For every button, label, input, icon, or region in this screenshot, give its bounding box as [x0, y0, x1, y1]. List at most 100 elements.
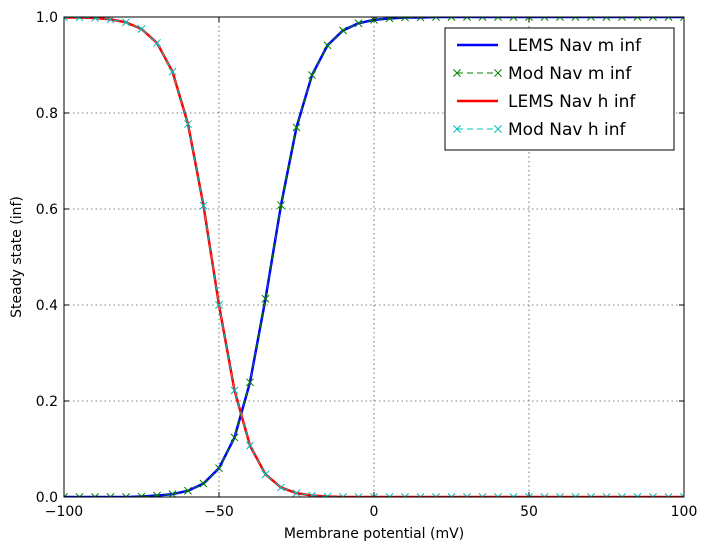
data-point-marker — [587, 17, 595, 21]
data-point-marker — [680, 493, 684, 497]
legend-marker — [453, 69, 461, 77]
tick-labels: −100 −50 0 50 100 0.0 0.2 0.4 0.6 0.8 1.0 — [36, 10, 698, 520]
data-point-marker — [215, 464, 223, 473]
data-point-marker — [323, 41, 332, 50]
data-point-marker — [618, 17, 626, 21]
data-point-marker — [463, 493, 471, 497]
data-point-marker — [184, 120, 192, 128]
legend-marker — [494, 69, 502, 77]
data-point-marker — [556, 17, 564, 21]
legend: LEMS Nav m inf Mod Nav m inf LEMS Nav h in… — [444, 27, 675, 151]
y-tick-label: 0.0 — [36, 490, 58, 506]
data-point-marker — [664, 493, 673, 497]
data-point-marker — [618, 493, 626, 497]
legend-label: LEMS Nav h inf — [508, 92, 636, 112]
series-dashed-line-3 — [64, 17, 684, 497]
x-tick-label: 50 — [520, 504, 538, 520]
data-point-marker — [292, 489, 301, 497]
data-point-marker — [649, 493, 657, 497]
data-point-marker — [602, 493, 611, 497]
x-tick-label: −100 — [45, 504, 83, 520]
grid — [64, 17, 684, 497]
data-point-marker — [277, 483, 285, 492]
data-point-marker — [230, 433, 239, 442]
data-point-marker — [308, 491, 316, 497]
data-point-marker — [525, 17, 533, 21]
data-point-marker — [385, 493, 394, 497]
data-point-marker — [215, 301, 223, 309]
ticks — [63, 16, 685, 498]
data-point-marker — [246, 441, 254, 450]
series-dashed-line-1 — [64, 17, 684, 497]
data-point-marker — [432, 17, 440, 21]
data-point-marker — [199, 479, 208, 488]
data-point-marker — [91, 17, 99, 22]
x-axis-label: Membrane potential (mV) — [284, 526, 464, 542]
data-point-marker — [432, 493, 440, 497]
data-point-marker — [184, 486, 192, 495]
data-point-marker — [137, 25, 146, 33]
data-point-marker — [540, 493, 549, 497]
data-point-marker — [230, 386, 239, 395]
legend-box — [444, 27, 675, 151]
data-point-marker — [649, 17, 657, 21]
data-point-marker — [199, 201, 208, 210]
legend-label: Mod Nav h inf — [508, 120, 627, 140]
data-point-marker — [571, 493, 580, 497]
data-point-marker — [122, 18, 130, 27]
data-point-marker — [153, 38, 161, 47]
data-point-marker — [602, 17, 611, 21]
data-point-marker — [339, 493, 347, 497]
x-tick-label: 100 — [671, 504, 698, 520]
data-point-marker — [478, 17, 487, 21]
data-point-marker — [633, 493, 642, 497]
legend-marker — [453, 125, 461, 133]
y-tick-label: 0.4 — [36, 298, 58, 314]
data-point-marker — [478, 493, 487, 497]
data-point-marker — [64, 493, 68, 497]
data-point-marker — [64, 17, 68, 22]
data-point-marker — [416, 493, 425, 497]
data-point-marker — [354, 19, 363, 28]
data-point-marker — [494, 493, 502, 497]
data-point-marker — [494, 17, 502, 21]
legend-marker — [494, 125, 502, 133]
data-point-marker — [447, 493, 456, 497]
data-point-marker — [292, 123, 301, 132]
data-point-marker — [571, 17, 580, 21]
legend-label: Mod Nav m inf — [508, 64, 632, 84]
data-point-marker — [354, 493, 363, 497]
data-point-marker — [261, 470, 270, 479]
x-tick-label: −50 — [204, 504, 234, 520]
y-tick-label: 0.6 — [36, 202, 58, 218]
data-point-marker — [633, 17, 642, 21]
data-point-marker — [385, 17, 394, 23]
data-point-marker — [525, 493, 533, 497]
data-point-marker — [168, 67, 177, 76]
data-point-marker — [106, 493, 115, 497]
data-point-marker — [153, 491, 161, 497]
data-point-marker — [308, 71, 316, 80]
data-point-marker — [339, 26, 347, 35]
x-tick-label: 0 — [370, 504, 379, 520]
data-point-marker — [401, 493, 409, 497]
data-point-marker — [680, 17, 684, 21]
data-point-marker — [587, 493, 595, 497]
data-point-marker — [261, 294, 270, 303]
y-tick-label: 0.8 — [36, 106, 58, 122]
data-point-marker — [540, 17, 549, 21]
data-point-marker — [370, 493, 378, 497]
data-point-marker — [556, 493, 564, 497]
data-point-marker — [106, 17, 115, 24]
data-point-marker — [447, 17, 456, 21]
data-point-marker — [509, 17, 518, 21]
y-tick-label: 0.2 — [36, 394, 58, 410]
y-axis-label: Steady state (inf) — [9, 196, 25, 318]
data-point-marker — [75, 493, 84, 497]
data-point-marker — [246, 378, 254, 387]
data-point-marker — [91, 493, 99, 497]
data-point-marker — [664, 17, 673, 21]
legend-label: LEMS Nav m inf — [508, 36, 642, 56]
y-tick-label: 1.0 — [36, 10, 58, 26]
